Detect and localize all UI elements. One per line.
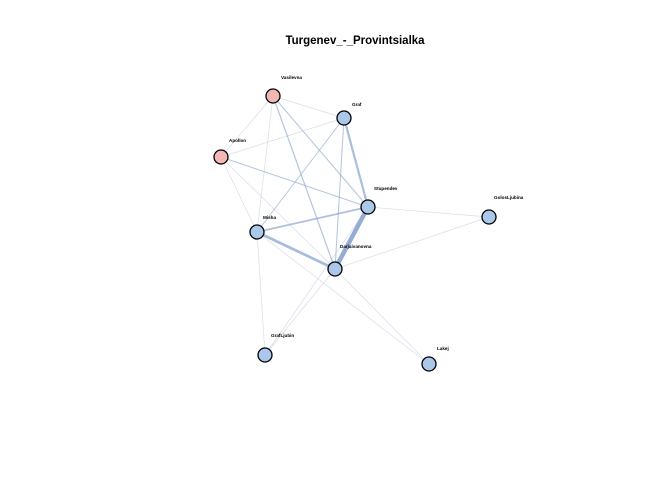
node-lakej[interactable] <box>421 356 437 372</box>
edge-vasilevna-graf <box>272 95 345 119</box>
edge-apollon-misha <box>220 156 258 233</box>
edge-apollon-stupendev <box>220 156 369 208</box>
node-label-apollon: Apollon <box>229 138 246 143</box>
node-stupendev[interactable] <box>360 199 376 215</box>
edge-misha-stupendev <box>256 206 369 233</box>
edge-vasilevna-misha <box>256 95 274 233</box>
edge-apollon-darjaivanovna <box>220 156 336 270</box>
edge-vasilevna-apollon <box>220 95 274 158</box>
edge-misha-darjaivanovna <box>255 230 337 271</box>
edge-vasilevna-darjaivanovna <box>272 95 336 270</box>
node-grafljubin[interactable] <box>257 347 273 363</box>
edge-stupendev-golosljubina <box>367 206 490 218</box>
node-vasilevna[interactable] <box>265 88 281 104</box>
edge-apollon-graf <box>220 117 345 158</box>
node-label-golosljubina: GolosLjubina <box>494 195 524 200</box>
node-label-graf: Graf <box>352 102 362 107</box>
edge-misha-grafljubin <box>256 231 266 356</box>
edge-darjaivanovna-lakej <box>334 268 430 365</box>
edge-misha-lakej <box>256 231 430 365</box>
node-label-vasilevna: Vasilevna <box>281 75 302 80</box>
node-label-darjaivanovna: Darjaivanovna <box>340 244 372 249</box>
edge-stupendev-darjaivanovna <box>332 204 371 272</box>
node-darjaivanovna[interactable] <box>327 261 343 277</box>
node-label-stupendev: Stupendev <box>374 186 398 191</box>
node-label-lakej: Lakej <box>437 346 449 351</box>
node-misha[interactable] <box>249 224 265 240</box>
node-golosljubina[interactable] <box>481 209 497 225</box>
node-graf[interactable] <box>336 110 352 126</box>
edge-vasilevna-stupendev <box>272 95 369 208</box>
diagram-title: Turgenev_-_Provintsialka <box>285 35 425 47</box>
edge-graf-darjaivanovna <box>334 117 345 270</box>
node-apollon[interactable] <box>213 149 229 165</box>
node-label-misha: Misha <box>263 215 276 220</box>
edge-graf-stupendev <box>342 116 370 209</box>
node-label-grafljubin: GrafLjubin <box>271 333 294 338</box>
edge-graf-misha <box>256 117 345 233</box>
edge-stupendev-grafljubin <box>264 206 369 356</box>
labels-layer: Vasilevna Graf Apollon Stupendev GolosLjubin… <box>229 75 524 351</box>
nodes-layer <box>213 88 497 372</box>
edge-darjaivanovna-golosljubina <box>334 216 490 270</box>
edges-layer <box>220 95 490 365</box>
